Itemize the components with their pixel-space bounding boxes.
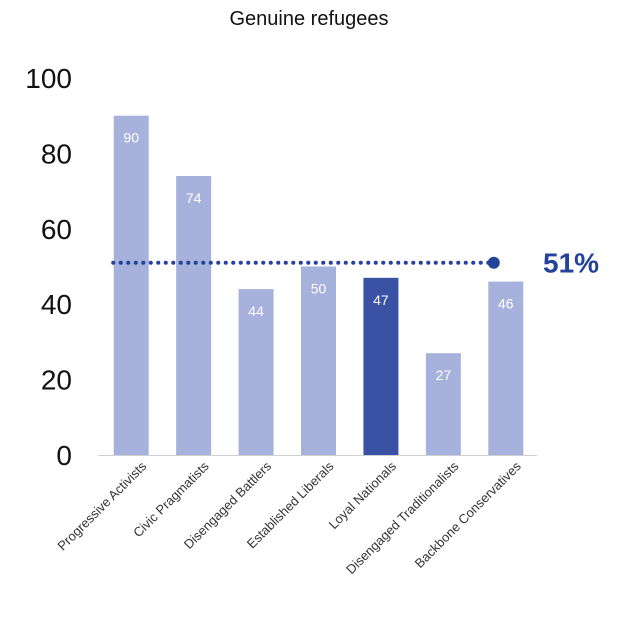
y-tick-label: 0 bbox=[56, 440, 72, 471]
bar-value-label: 44 bbox=[248, 303, 264, 319]
bar-value-label: 74 bbox=[186, 190, 202, 206]
reference-marker bbox=[487, 256, 500, 269]
bar bbox=[363, 277, 399, 455]
bar-value-labels: 90 74 44 50 47 27 46 bbox=[123, 130, 513, 384]
bar bbox=[301, 266, 336, 455]
bar bbox=[425, 353, 461, 455]
y-tick-label: 100 bbox=[25, 63, 72, 94]
reference-value-label: 51% bbox=[543, 248, 599, 279]
y-axis: 0 20 40 60 80 100 bbox=[25, 63, 72, 471]
bar bbox=[176, 176, 212, 455]
bar bbox=[113, 115, 149, 455]
x-tick-label: Backbone Conservatives bbox=[412, 458, 525, 571]
y-tick-label: 60 bbox=[41, 214, 72, 245]
bar-value-label: 27 bbox=[436, 367, 452, 383]
bar bbox=[488, 281, 524, 455]
y-tick-label: 80 bbox=[41, 138, 72, 169]
bars bbox=[113, 115, 524, 455]
bar-value-label: 47 bbox=[373, 292, 389, 308]
bar-value-label: 50 bbox=[311, 281, 327, 297]
reference-line-group: 51% bbox=[111, 248, 599, 279]
y-tick-label: 20 bbox=[41, 365, 72, 396]
bar bbox=[238, 289, 274, 455]
bar-value-label: 46 bbox=[498, 296, 514, 312]
bar-value-label: 90 bbox=[123, 130, 139, 146]
x-tick-label: Progressive Activists bbox=[54, 458, 149, 553]
y-tick-label: 40 bbox=[41, 289, 72, 320]
chart-title: Genuine refugees bbox=[229, 8, 388, 30]
x-tick-label: Disengaged Traditionalists bbox=[343, 458, 462, 577]
